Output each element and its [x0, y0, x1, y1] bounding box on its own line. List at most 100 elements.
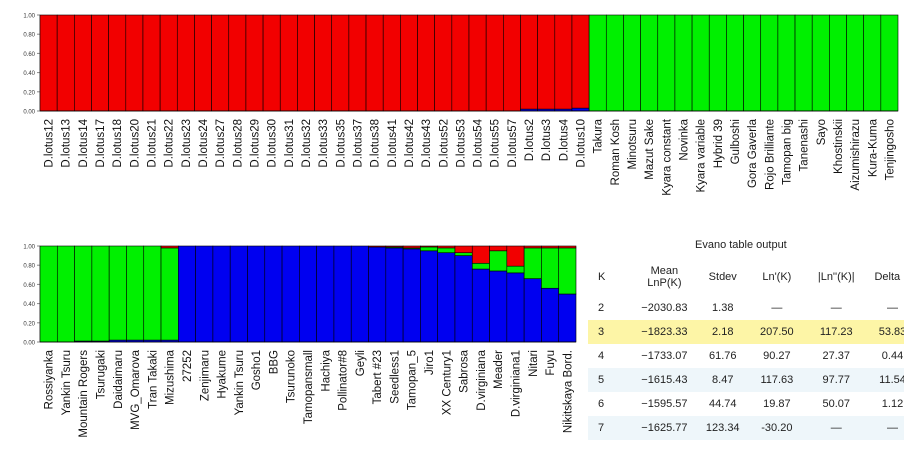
bar-red-segment — [554, 14, 573, 110]
evano-row-k6: 6 −1595.57 44.74 19.87 50.07 1.12 — [588, 392, 904, 416]
bar-red-segment — [489, 245, 508, 252]
x-tick-label: D.lotus17 — [95, 119, 107, 168]
evano-header-row: K Mean LnP(K) Stdev Ln'(K) |Ln''(K)| Del… — [588, 258, 904, 296]
bar-green-segment — [743, 14, 762, 112]
bar-green-segment — [863, 14, 882, 112]
evano-row-k2: 2 −2030.83 1.38 — — — — [588, 296, 904, 320]
evano-cell: 6 — [598, 398, 605, 410]
x-tick-label: Roman Kosh — [610, 119, 622, 185]
y-tick-label: 0.80 — [23, 264, 35, 270]
bar-red-segment — [160, 245, 179, 249]
bar-green-segment — [691, 14, 710, 112]
x-tick-label: D.lotus27 — [215, 119, 227, 168]
bar-green-segment — [811, 14, 830, 112]
x-tick-label: D.lotus3 — [541, 119, 553, 161]
bar-red-segment — [348, 14, 367, 112]
bar-green-segment — [623, 14, 641, 112]
x-tick-label: D.lotus52 — [438, 119, 450, 168]
x-tick-label: Sabrosa — [459, 349, 471, 392]
x-tick-label: D.lotus12 — [44, 119, 56, 168]
bar-blue-segment — [541, 287, 560, 343]
x-tick-label: Kyara constant — [661, 118, 673, 196]
x-tick-label: Rossiyanka — [44, 349, 56, 409]
evano-cell: −1625.77 — [631, 416, 698, 440]
x-tick-label: D.virginiana — [476, 349, 488, 410]
x-tick-label: Gosho1 — [251, 350, 263, 390]
evano-cell: 0.44 — [881, 350, 904, 362]
x-tick-label: Jiro1 — [424, 350, 436, 375]
evano-table: K Mean LnP(K) Stdev Ln'(K) |Ln''(K)| Del… — [588, 258, 904, 440]
bar-red-segment — [402, 245, 421, 249]
evano-cell: 44.74 — [708, 398, 737, 410]
evano-table-panel: Evano table output K Mean LnP(K) Stdev L… — [588, 236, 904, 453]
x-tick-label: Daidaimaru — [113, 350, 125, 409]
evano-row-k4: 4 −1733.07 61.76 90.27 27.37 0.44 — [588, 344, 904, 368]
bar-blue-segment — [333, 245, 352, 343]
evano-cell: 19.87 — [763, 398, 791, 410]
bar-blue-segment — [195, 245, 214, 343]
evano-row-k3: 3 −1823.33 2.18 207.50 117.23 53.83 — [588, 320, 904, 344]
bar-red-segment — [279, 14, 298, 112]
x-tick-label: D.lotus13 — [61, 119, 73, 168]
bar-red-segment — [194, 14, 212, 112]
bar-red-segment — [108, 14, 127, 112]
bar-green-segment — [523, 247, 542, 279]
evano-cell: 53.83 — [867, 320, 904, 344]
structure-plot-top: 0.00 0.20 0.40 0.60 0.80 1.00 D.lotus12 D.lotus… — [23, 14, 899, 196]
evano-cell: — — [771, 302, 783, 314]
bar-red-segment — [176, 14, 195, 112]
evano-cell: −2030.83 — [641, 302, 688, 314]
bar-red-segment — [368, 245, 387, 248]
evano-cell: 3 — [588, 320, 632, 344]
bar-blue-segment — [212, 245, 231, 343]
x-tick-label: D.lotus41 — [387, 119, 399, 168]
evano-cell: 123.34 — [697, 416, 749, 440]
bar-green-segment — [657, 14, 676, 112]
structure-plot-bottom: 0.00 0.20 0.40 0.60 0.80 1.00 Rossiyanka Yankin… — [23, 245, 577, 438]
bar-red-segment — [211, 14, 230, 112]
x-tick-label: Mountain Rogers — [78, 350, 90, 438]
x-tick-label: 27252 — [182, 350, 194, 382]
bar-red-segment — [142, 14, 161, 112]
x-tick-label: D.lotus35 — [335, 119, 347, 168]
bar-blue-segment — [350, 245, 369, 343]
bar-green-segment — [541, 247, 560, 289]
bar-blue-segment — [471, 268, 490, 343]
evano-row-k7: 7 −1625.77 123.34 -30.20 — — — [588, 416, 904, 440]
x-tick-label: D.lotus37 — [352, 119, 364, 168]
bar-green-segment — [108, 245, 127, 341]
x-tick-label: Hybrid 39 — [713, 119, 725, 168]
bar-green-segment — [674, 14, 693, 112]
x-tick-label: Tsurunoko — [286, 350, 298, 403]
evano-cell: 2 — [598, 302, 605, 314]
bar-red-segment — [523, 245, 542, 249]
bar-red-segment — [382, 14, 401, 112]
bar-green-segment — [160, 247, 179, 341]
evano-cell: −1733.07 — [641, 350, 688, 362]
bar-blue-segment — [281, 245, 300, 343]
x-tick-label: Nikitskaya Bord. — [562, 350, 574, 433]
evano-cell: −1595.57 — [641, 398, 688, 410]
bar-red-segment — [468, 14, 487, 112]
bar-blue-segment — [571, 107, 590, 112]
bar-red-segment — [245, 14, 264, 112]
x-tick-label: Mizushima — [165, 349, 177, 405]
evano-cell: — — [867, 416, 904, 440]
x-tick-label: Novinka — [679, 118, 691, 160]
bar-red-segment — [503, 14, 521, 112]
evano-header-cell: Ln'(K) — [762, 271, 792, 283]
bar-green-segment — [558, 247, 577, 295]
evano-cell: 7 — [588, 416, 632, 440]
x-tick-label: D.virginiana1 — [510, 350, 522, 417]
x-tick-label: Hachiya — [320, 349, 332, 391]
bar-red-segment — [571, 14, 590, 109]
x-tick-label: Fuyu — [545, 350, 557, 376]
x-tick-label: D.lotus28 — [232, 119, 244, 168]
evano-cell: 61.76 — [708, 350, 737, 362]
y-tick-label: 0.40 — [23, 302, 35, 308]
y-tick-label: 0.40 — [23, 71, 35, 77]
y-tick-label: 0.80 — [23, 33, 35, 39]
bar-red-segment — [485, 14, 504, 112]
x-tick-label: Gulboshi — [730, 119, 742, 164]
bar-blue-segment — [264, 245, 283, 343]
